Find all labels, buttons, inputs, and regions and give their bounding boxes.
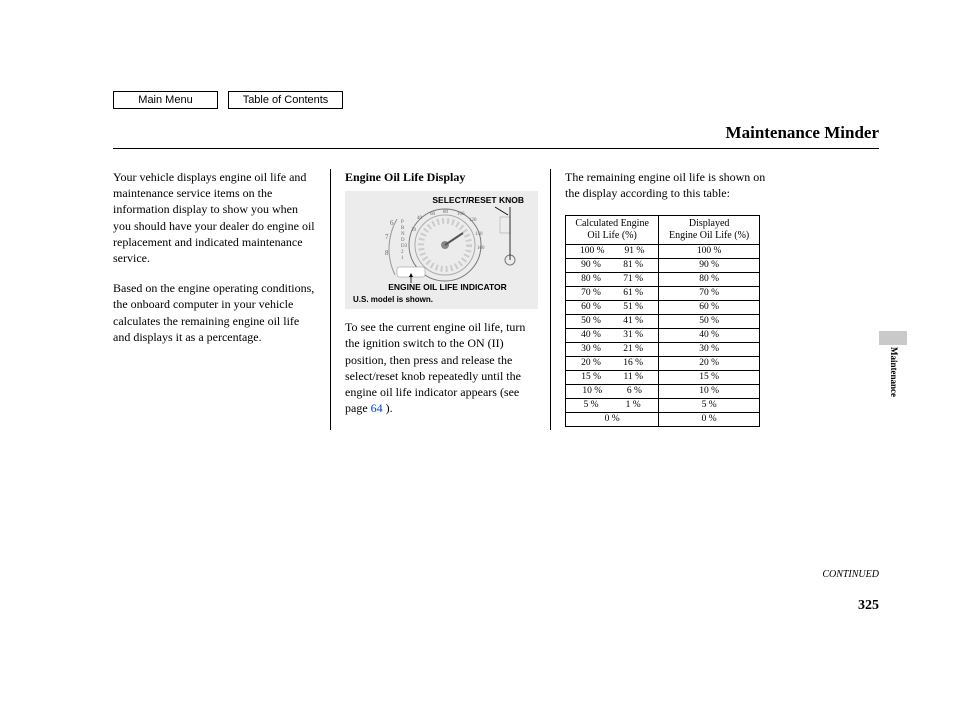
table-row: 40 %31 %40 % xyxy=(566,329,760,343)
gauge-illustration: SELECT/RESET KNOB 6 7 8 P R N D D3 2 1 6… xyxy=(345,191,538,309)
disp-cell: 15 % xyxy=(659,371,760,385)
table-row: 80 %71 %80 % xyxy=(566,273,760,287)
top-nav: Main Menu Table of Contents xyxy=(113,91,343,109)
col3-intro: The remaining engine oil life is shown o… xyxy=(565,169,769,201)
calc-cell: 60 %51 % xyxy=(566,301,659,315)
th-calculated: Calculated EngineOil Life (%) xyxy=(566,216,659,245)
svg-text:40: 40 xyxy=(417,216,423,221)
toc-button[interactable]: Table of Contents xyxy=(228,91,343,109)
th-displayed: DisplayedEngine Oil Life (%) xyxy=(659,216,760,245)
col2-p1-text-b: ). xyxy=(383,401,393,415)
calc-cell: 50 %41 % xyxy=(566,315,659,329)
gauge-bottom-label: ENGINE OIL LIFE INDICATOR xyxy=(357,282,538,293)
gauge-svg: 6 7 8 P R N D D3 2 1 60 80 100 120 140 1… xyxy=(345,205,538,290)
calc-cell: 5 %1 % xyxy=(566,399,659,413)
main-menu-button[interactable]: Main Menu xyxy=(113,91,218,109)
calc-cell: 90 %81 % xyxy=(566,259,659,273)
column-3: The remaining engine oil life is shown o… xyxy=(551,169,769,430)
svg-text:60: 60 xyxy=(430,212,436,217)
disp-cell: 5 % xyxy=(659,399,760,413)
calc-cell: 0 % xyxy=(566,413,659,427)
calc-cell: 40 %31 % xyxy=(566,329,659,343)
col1-para2: Based on the engine operating conditions… xyxy=(113,280,316,345)
col1-para1: Your vehicle displays engine oil life an… xyxy=(113,169,316,266)
continued-label: CONTINUED xyxy=(822,569,879,580)
calc-cell: 20 %16 % xyxy=(566,357,659,371)
title-rule xyxy=(113,148,879,149)
svg-text:140: 140 xyxy=(475,232,483,237)
column-2: Engine Oil Life Display SELECT/RESET KNO… xyxy=(331,169,551,430)
table-row: 60 %51 %60 % xyxy=(566,301,760,315)
disp-cell: 60 % xyxy=(659,301,760,315)
column-1: Your vehicle displays engine oil life an… xyxy=(113,169,331,430)
svg-text:100: 100 xyxy=(457,212,465,217)
svg-text:8: 8 xyxy=(385,249,389,257)
table-row: 10 %6 %10 % xyxy=(566,385,760,399)
svg-text:1: 1 xyxy=(401,256,404,261)
page-link-64[interactable]: 64 xyxy=(371,401,383,415)
svg-text:160: 160 xyxy=(477,246,485,251)
svg-text:80: 80 xyxy=(443,210,449,215)
disp-cell: 70 % xyxy=(659,287,760,301)
table-row: 30 %21 %30 % xyxy=(566,343,760,357)
disp-cell: 0 % xyxy=(659,413,760,427)
table-row: 20 %16 %20 % xyxy=(566,357,760,371)
calc-cell: 15 %11 % xyxy=(566,371,659,385)
side-tab-maintenance: Maintenance xyxy=(885,343,899,433)
col2-para1: To see the current engine oil life, turn… xyxy=(345,319,536,416)
table-row: 5 %1 %5 % xyxy=(566,399,760,413)
svg-text:R: R xyxy=(401,226,405,231)
table-row: 100 %91 %100 % xyxy=(566,245,760,259)
svg-text:6: 6 xyxy=(390,219,394,227)
svg-text:20: 20 xyxy=(411,228,417,233)
page-title: Maintenance Minder xyxy=(113,123,879,143)
disp-cell: 90 % xyxy=(659,259,760,273)
engine-oil-display-heading: Engine Oil Life Display xyxy=(345,169,536,185)
disp-cell: 80 % xyxy=(659,273,760,287)
disp-cell: 10 % xyxy=(659,385,760,399)
table-row: 0 %0 % xyxy=(566,413,760,427)
table-row: 15 %11 %15 % xyxy=(566,371,760,385)
calc-cell: 80 %71 % xyxy=(566,273,659,287)
svg-text:D3: D3 xyxy=(401,244,408,249)
svg-text:120: 120 xyxy=(469,218,477,223)
svg-text:N: N xyxy=(401,232,405,237)
disp-cell: 30 % xyxy=(659,343,760,357)
calc-cell: 10 %6 % xyxy=(566,385,659,399)
svg-text:D: D xyxy=(401,238,405,243)
svg-text:P: P xyxy=(401,220,404,225)
svg-text:2: 2 xyxy=(401,250,404,255)
table-row: 90 %81 %90 % xyxy=(566,259,760,273)
disp-cell: 50 % xyxy=(659,315,760,329)
calc-cell: 70 %61 % xyxy=(566,287,659,301)
disp-cell: 40 % xyxy=(659,329,760,343)
page-number: 325 xyxy=(858,598,879,614)
disp-cell: 20 % xyxy=(659,357,760,371)
table-row: 50 %41 %50 % xyxy=(566,315,760,329)
oil-life-table: Calculated EngineOil Life (%) DisplayedE… xyxy=(565,215,760,427)
calc-cell: 30 %21 % xyxy=(566,343,659,357)
svg-text:7: 7 xyxy=(385,233,389,241)
gauge-caption: U.S. model is shown. xyxy=(353,295,433,306)
calc-cell: 100 %91 % xyxy=(566,245,659,259)
table-row: 70 %61 %70 % xyxy=(566,287,760,301)
content-columns: Your vehicle displays engine oil life an… xyxy=(113,169,769,430)
disp-cell: 100 % xyxy=(659,245,760,259)
